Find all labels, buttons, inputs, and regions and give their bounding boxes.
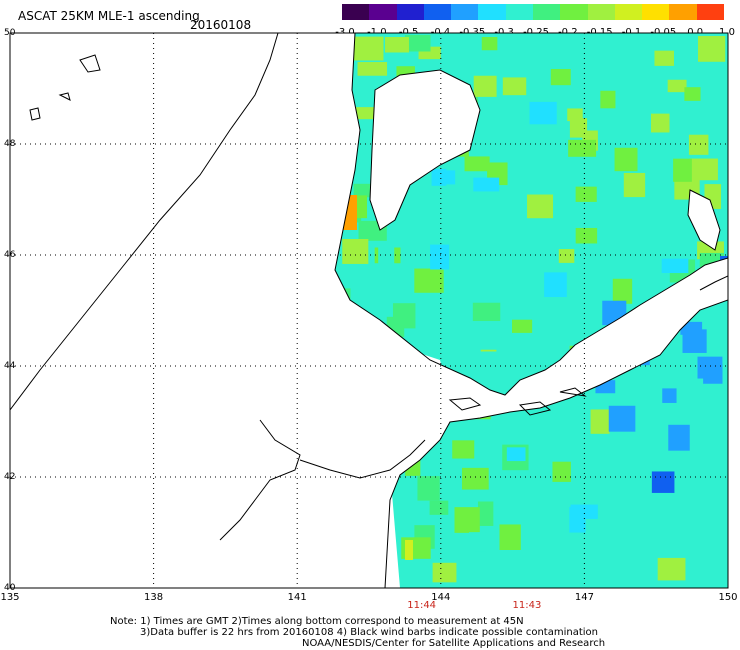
longitude-label: 138: [144, 592, 164, 603]
latitude-label: 48: [4, 139, 16, 149]
color-swatch: [642, 4, 670, 20]
latitude-label: 50: [4, 28, 16, 38]
longitude-label: 147: [574, 592, 594, 603]
latitude-label: 40: [4, 583, 16, 593]
color-swatch: [478, 4, 506, 20]
coastlines: [10, 33, 728, 588]
latitude-label: 44: [4, 361, 16, 371]
color-swatch: [532, 4, 561, 20]
footnotes: Note: 1) Times are GMT 2)Times along bot…: [110, 616, 605, 649]
land-masses: [10, 33, 728, 588]
color-scale-bar: [342, 4, 724, 20]
map-date: 20160108: [190, 18, 252, 32]
pass-time-label: 11:43: [512, 600, 542, 611]
note-line-2: 3)Data buffer is 22 hrs from 20160108 4)…: [140, 627, 598, 638]
color-swatch: [369, 4, 397, 20]
color-swatch: [669, 4, 697, 20]
longitude-label: 150: [718, 592, 738, 603]
color-swatch: [396, 4, 424, 20]
color-swatch: [505, 4, 533, 20]
longitude-label: 144: [431, 592, 451, 603]
longitude-label: 135: [0, 592, 20, 603]
color-swatch: [451, 4, 479, 20]
color-swatch: [614, 4, 643, 20]
note-line-1: Note: 1) Times are GMT 2)Times along bot…: [110, 616, 524, 627]
map-frame: [9, 32, 729, 589]
note-line-3: NOAA/NESDIS/Center for Satellite Applica…: [302, 638, 606, 649]
latitude-label: 46: [4, 250, 16, 260]
color-swatch: [423, 4, 452, 20]
pass-time-label: 11:44: [407, 600, 437, 611]
color-swatch: [696, 4, 724, 20]
longitude-label: 141: [287, 592, 307, 603]
color-swatch: [342, 4, 370, 20]
color-swatch: [587, 4, 615, 20]
latitude-label: 42: [4, 472, 16, 482]
color-swatch: [560, 4, 588, 20]
map-title: ASCAT 25KM MLE-1 ascending: [18, 9, 200, 23]
